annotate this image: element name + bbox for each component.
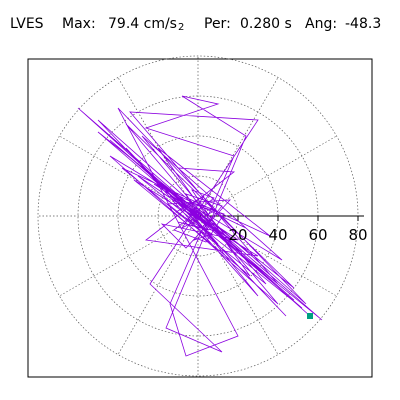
max-label: Max: <box>62 16 96 32</box>
radial-tick-label: 40 <box>268 226 287 244</box>
station-code: LVES <box>10 16 44 32</box>
plot-frame <box>27 58 373 378</box>
orbit-trace <box>77 95 323 357</box>
chart-header: LVES Max: 79.4 cm/s 2 Per: 0.280 s Ang: -… <box>0 10 400 38</box>
grid-spoke <box>117 77 199 217</box>
radial-tick-label: 80 <box>348 226 367 244</box>
grid-spoke <box>59 135 199 217</box>
orbit-end-marker <box>307 313 313 319</box>
max-value-text: 79.4 cm/s <box>108 16 177 32</box>
max-unit-exponent: 2 <box>177 22 185 33</box>
period-value: 0.280 s <box>240 16 292 32</box>
grid-spoke <box>197 135 337 217</box>
grid-spoke <box>197 215 279 355</box>
radial-tick-label: 20 <box>228 226 247 244</box>
grid-spoke <box>197 77 279 217</box>
period-label: Per: <box>204 16 231 32</box>
grid-spoke <box>59 215 199 297</box>
grid-spoke <box>197 215 337 297</box>
angle-label: Ang: <box>305 16 338 32</box>
radial-tick-label: 60 <box>308 226 327 244</box>
grid-spoke <box>117 215 199 355</box>
max-value: 79.4 cm/s 2 <box>108 16 184 33</box>
angle-value: -48.3 <box>345 16 382 32</box>
radial-tick-labels: 20 40 60 80 <box>228 226 367 244</box>
